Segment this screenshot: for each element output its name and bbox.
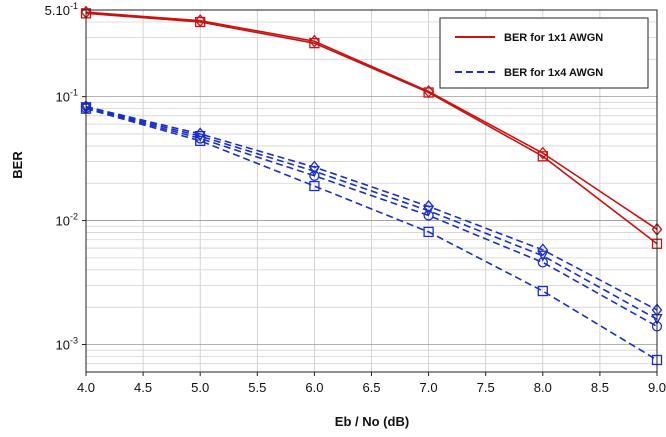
circle-marker: [195, 133, 206, 144]
x-tick-label: 8.0: [534, 380, 552, 395]
diamond-marker: [537, 243, 549, 257]
series-line: [85, 11, 658, 230]
x-tick-label: 7.5: [477, 380, 495, 395]
square-marker: [309, 180, 320, 192]
square-marker: [537, 285, 548, 297]
triangle-marker: [537, 250, 549, 262]
y-axis-title: BER: [10, 151, 25, 179]
x-tick-label: 6.5: [362, 380, 380, 395]
legend: BER for 1x1 AWGN BER for 1x4 AWGN: [439, 17, 649, 89]
y-tick-label: 5.10-1: [45, 1, 78, 18]
series-line: [85, 105, 658, 311]
series-line: [85, 107, 658, 361]
diamond-marker: [194, 127, 206, 141]
diamond-marker: [309, 160, 320, 174]
x-tick-label: 9.0: [648, 380, 666, 395]
diamond-marker: [537, 146, 549, 160]
x-tick-label: 4.0: [77, 380, 95, 395]
series-layer: [80, 5, 663, 366]
x-tick-label: 8.5: [591, 380, 609, 395]
x-tick-label: 4.5: [134, 380, 152, 395]
legend-label: BER for 1x4 AWGN: [504, 67, 603, 79]
y-axis-ticks: 5.10-1 10-1 10-2 10-3: [45, 1, 86, 353]
y-tick-label: 10-3: [56, 336, 78, 353]
x-tick-label: 6.0: [305, 380, 323, 395]
diamond-marker: [423, 199, 434, 213]
diamond-marker: [194, 14, 206, 28]
x-tick-label: 7.0: [420, 380, 438, 395]
y-tick-label: 10-2: [56, 212, 78, 229]
legend-box: [439, 17, 649, 89]
series-line: [85, 12, 658, 245]
legend-label: BER for 1x1 AWGN: [504, 32, 603, 44]
series-line: [85, 106, 658, 320]
x-tick-label: 5.5: [248, 380, 266, 395]
diamond-marker: [423, 84, 434, 99]
series-line: [85, 107, 658, 328]
diamond-marker: [309, 34, 320, 48]
y-tick-label: 10-1: [56, 88, 78, 105]
x-axis-title: Eb / No (dB): [335, 414, 409, 429]
x-axis-ticks: 4.0 4.5 5.0 5.5 6.0 6.5 7.0 7.5 8.0 8.5 9.0: [77, 372, 666, 395]
circle-marker: [537, 257, 548, 268]
square-marker: [423, 226, 434, 238]
x-tick-label: 5.0: [191, 380, 209, 395]
